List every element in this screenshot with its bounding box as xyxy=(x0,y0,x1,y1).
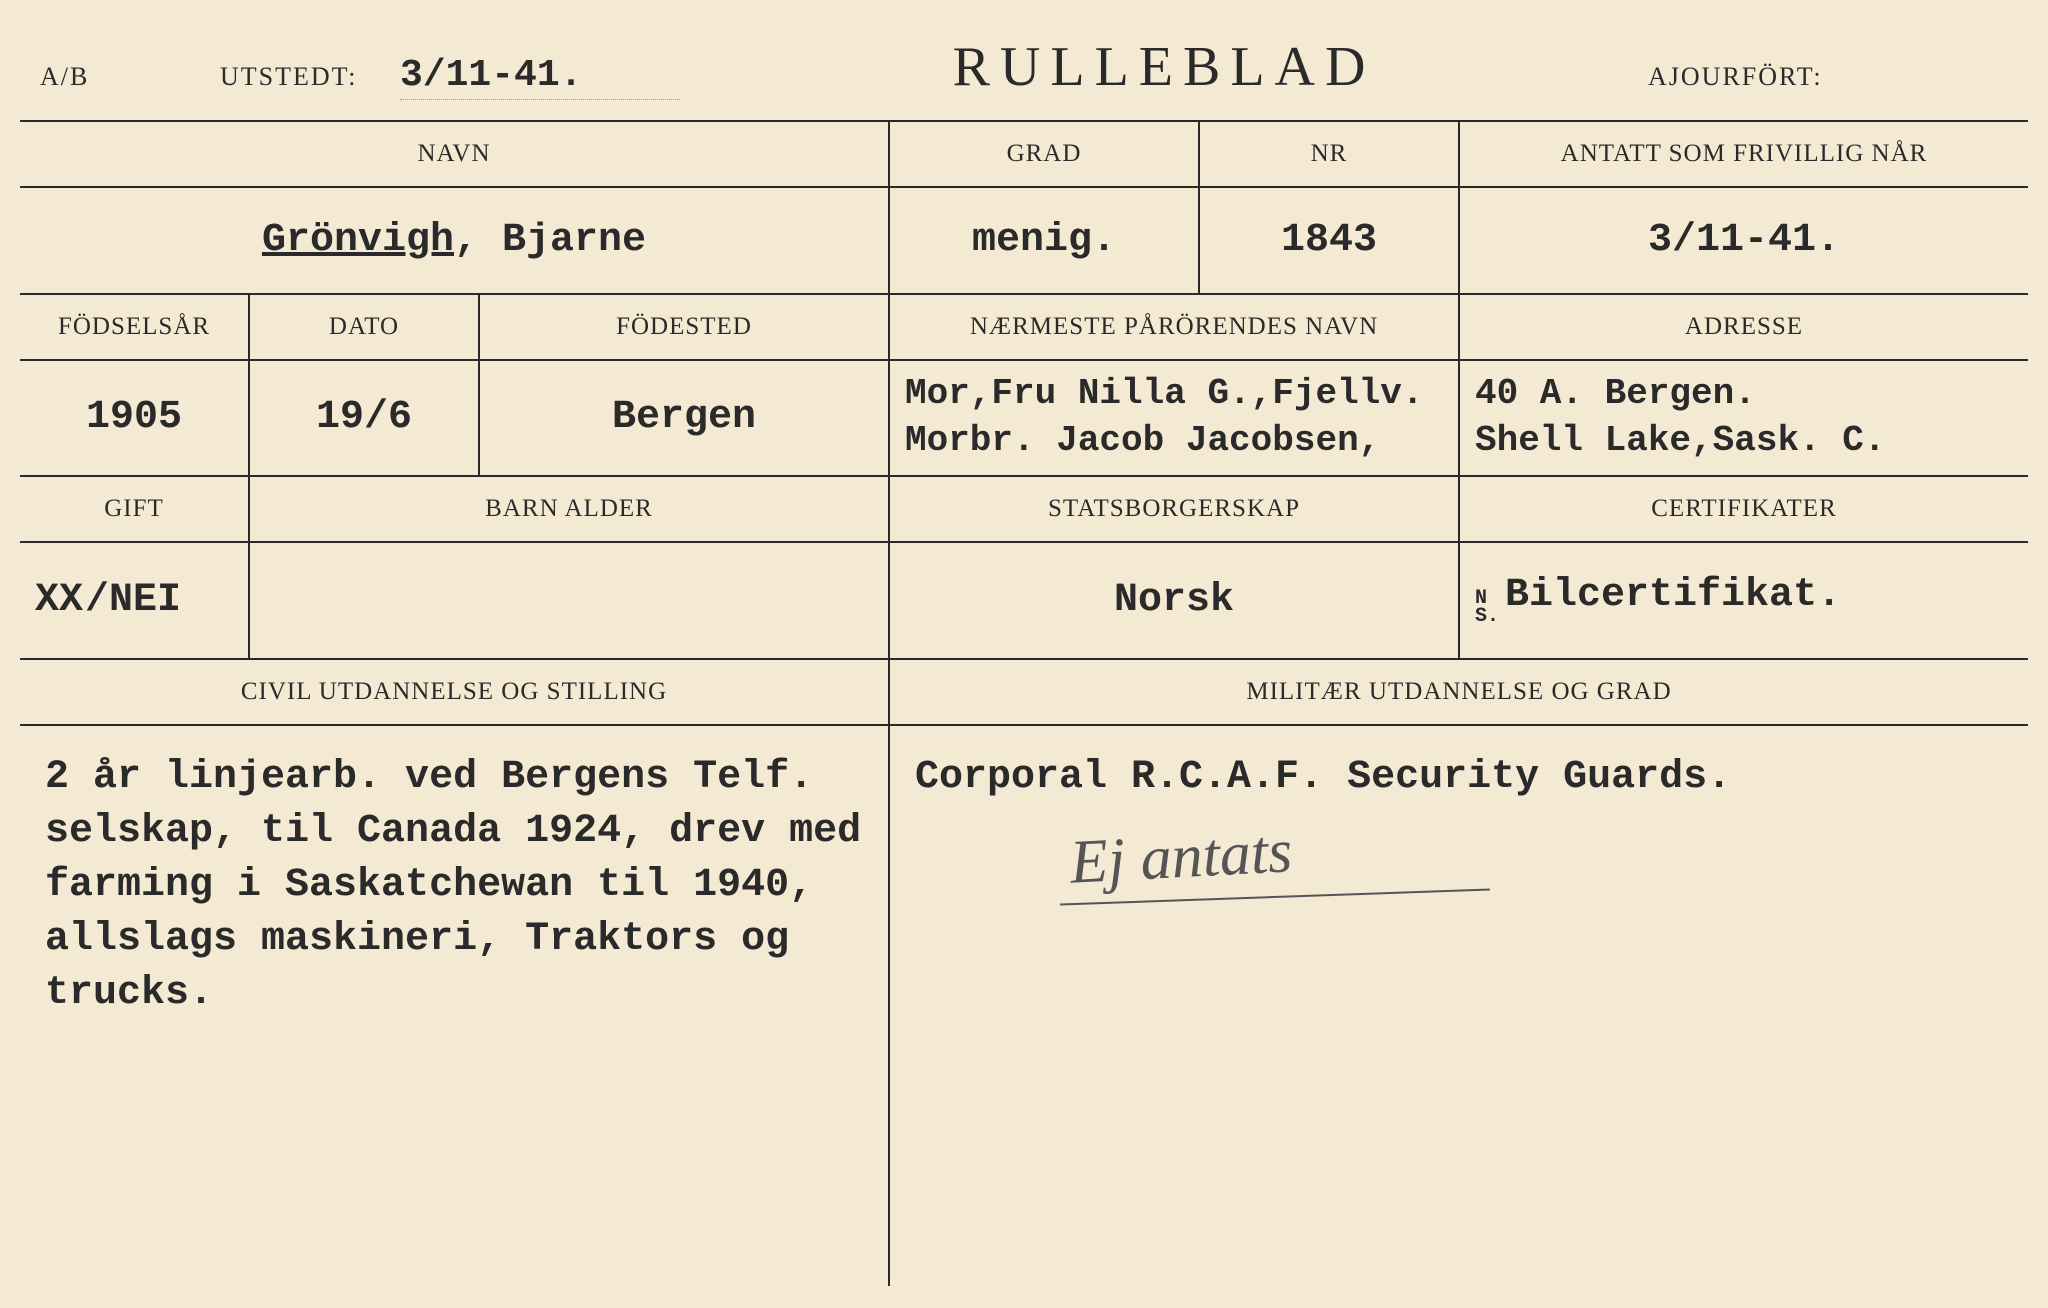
cert-label: CERTIFIKATER xyxy=(1460,477,2028,541)
fodselsar-value: 1905 xyxy=(20,361,250,475)
labels-row-2: FÖDSELSÅR DATO FÖDESTED NÆRMESTE PÅRÖREN… xyxy=(20,295,2028,361)
labels-row-1: NAVN GRAD NR ANTATT SOM FRIVILLIG NÅR xyxy=(20,122,2028,188)
naermeste-line1: Mor,Fru Nilla G.,Fjellv. xyxy=(905,371,1423,418)
navn-surname: Grönvigh xyxy=(262,218,454,263)
antatt-label: ANTATT SOM FRIVILLIG NÅR xyxy=(1460,122,2028,186)
labels-row-4: CIVIL UTDANNELSE OG STILLING MILITÆR UTD… xyxy=(20,660,2028,726)
navn-firstname: , Bjarne xyxy=(454,218,646,263)
antatt-value: 3/11-41. xyxy=(1460,188,2028,293)
utstedt-value: 3/11-41. xyxy=(400,54,680,100)
militaer-text: Corporal R.C.A.F. Security Guards. xyxy=(915,751,2003,805)
fodselsar-label: FÖDSELSÅR xyxy=(20,295,250,359)
gift-value: XX/NEI xyxy=(20,543,250,658)
civil-label: CIVIL UTDANNELSE OG STILLING xyxy=(20,660,890,724)
cert-prefix-bot: S. xyxy=(1475,608,1499,626)
fodested-label: FÖDESTED xyxy=(480,295,890,359)
header-row: A/B UTSTEDT: 3/11-41. RULLEBLAD AJOURFÖR… xyxy=(20,20,2028,122)
ab-label: A/B xyxy=(40,62,220,92)
navn-value: Grönvigh, Bjarne xyxy=(20,188,890,293)
adresse-label: ADRESSE xyxy=(1460,295,2028,359)
naermeste-line2: Morbr. Jacob Jacobsen, xyxy=(905,418,1380,465)
civil-text: 2 år linjearb. ved Bergens Telf. selskap… xyxy=(20,726,890,1286)
cert-text: Bilcertifikat. xyxy=(1505,573,1841,618)
gift-struck: XX xyxy=(35,578,83,623)
barn-label: BARN ALDER xyxy=(250,477,890,541)
rulleblad-card: A/B UTSTEDT: 3/11-41. RULLEBLAD AJOURFÖR… xyxy=(20,20,2028,1288)
dato-label: DATO xyxy=(250,295,480,359)
fodested-value: Bergen xyxy=(480,361,890,475)
gift-remaining: /NEI xyxy=(85,578,181,623)
cert-value: N S. Bilcertifikat. xyxy=(1460,543,2028,658)
bottom-row: 2 år linjearb. ved Bergens Telf. selskap… xyxy=(20,726,2028,1286)
gift-label: GIFT xyxy=(20,477,250,541)
navn-label: NAVN xyxy=(20,122,890,186)
utstedt-label: UTSTEDT: xyxy=(220,62,400,92)
grad-label: GRAD xyxy=(890,122,1200,186)
militaer-cell: Corporal R.C.A.F. Security Guards. Ej an… xyxy=(890,726,2028,1286)
values-row-2: 1905 19/6 Bergen Mor,Fru Nilla G.,Fjellv… xyxy=(20,361,2028,477)
barn-value xyxy=(250,543,890,658)
militaer-label: MILITÆR UTDANNELSE OG GRAD xyxy=(890,660,2028,724)
adresse-line1: 40 A. Bergen. xyxy=(1475,371,1756,418)
nr-value: 1843 xyxy=(1200,188,1460,293)
card-title: RULLEBLAD xyxy=(680,35,1648,99)
cert-prefix: N S. xyxy=(1475,590,1499,626)
nr-label: NR xyxy=(1200,122,1460,186)
values-row-3: XX/NEI Norsk N S. Bilcertifikat. xyxy=(20,543,2028,660)
signature: Ej antats xyxy=(1068,810,1294,905)
stats-label: STATSBORGERSKAP xyxy=(890,477,1460,541)
grad-value: menig. xyxy=(890,188,1200,293)
adresse-value: 40 A. Bergen. Shell Lake,Sask. C. xyxy=(1460,361,2028,475)
values-row-1: Grönvigh, Bjarne menig. 1843 3/11-41. xyxy=(20,188,2028,295)
labels-row-3: GIFT BARN ALDER STATSBORGERSKAP CERTIFIK… xyxy=(20,477,2028,543)
stats-value: Norsk xyxy=(890,543,1460,658)
adresse-line2: Shell Lake,Sask. C. xyxy=(1475,418,1885,465)
dato-value: 19/6 xyxy=(250,361,480,475)
naermeste-label: NÆRMESTE PÅRÖRENDES NAVN xyxy=(890,295,1460,359)
naermeste-value: Mor,Fru Nilla G.,Fjellv. Morbr. Jacob Ja… xyxy=(890,361,1460,475)
ajourfort-label: AJOURFÖRT: xyxy=(1648,62,2008,92)
